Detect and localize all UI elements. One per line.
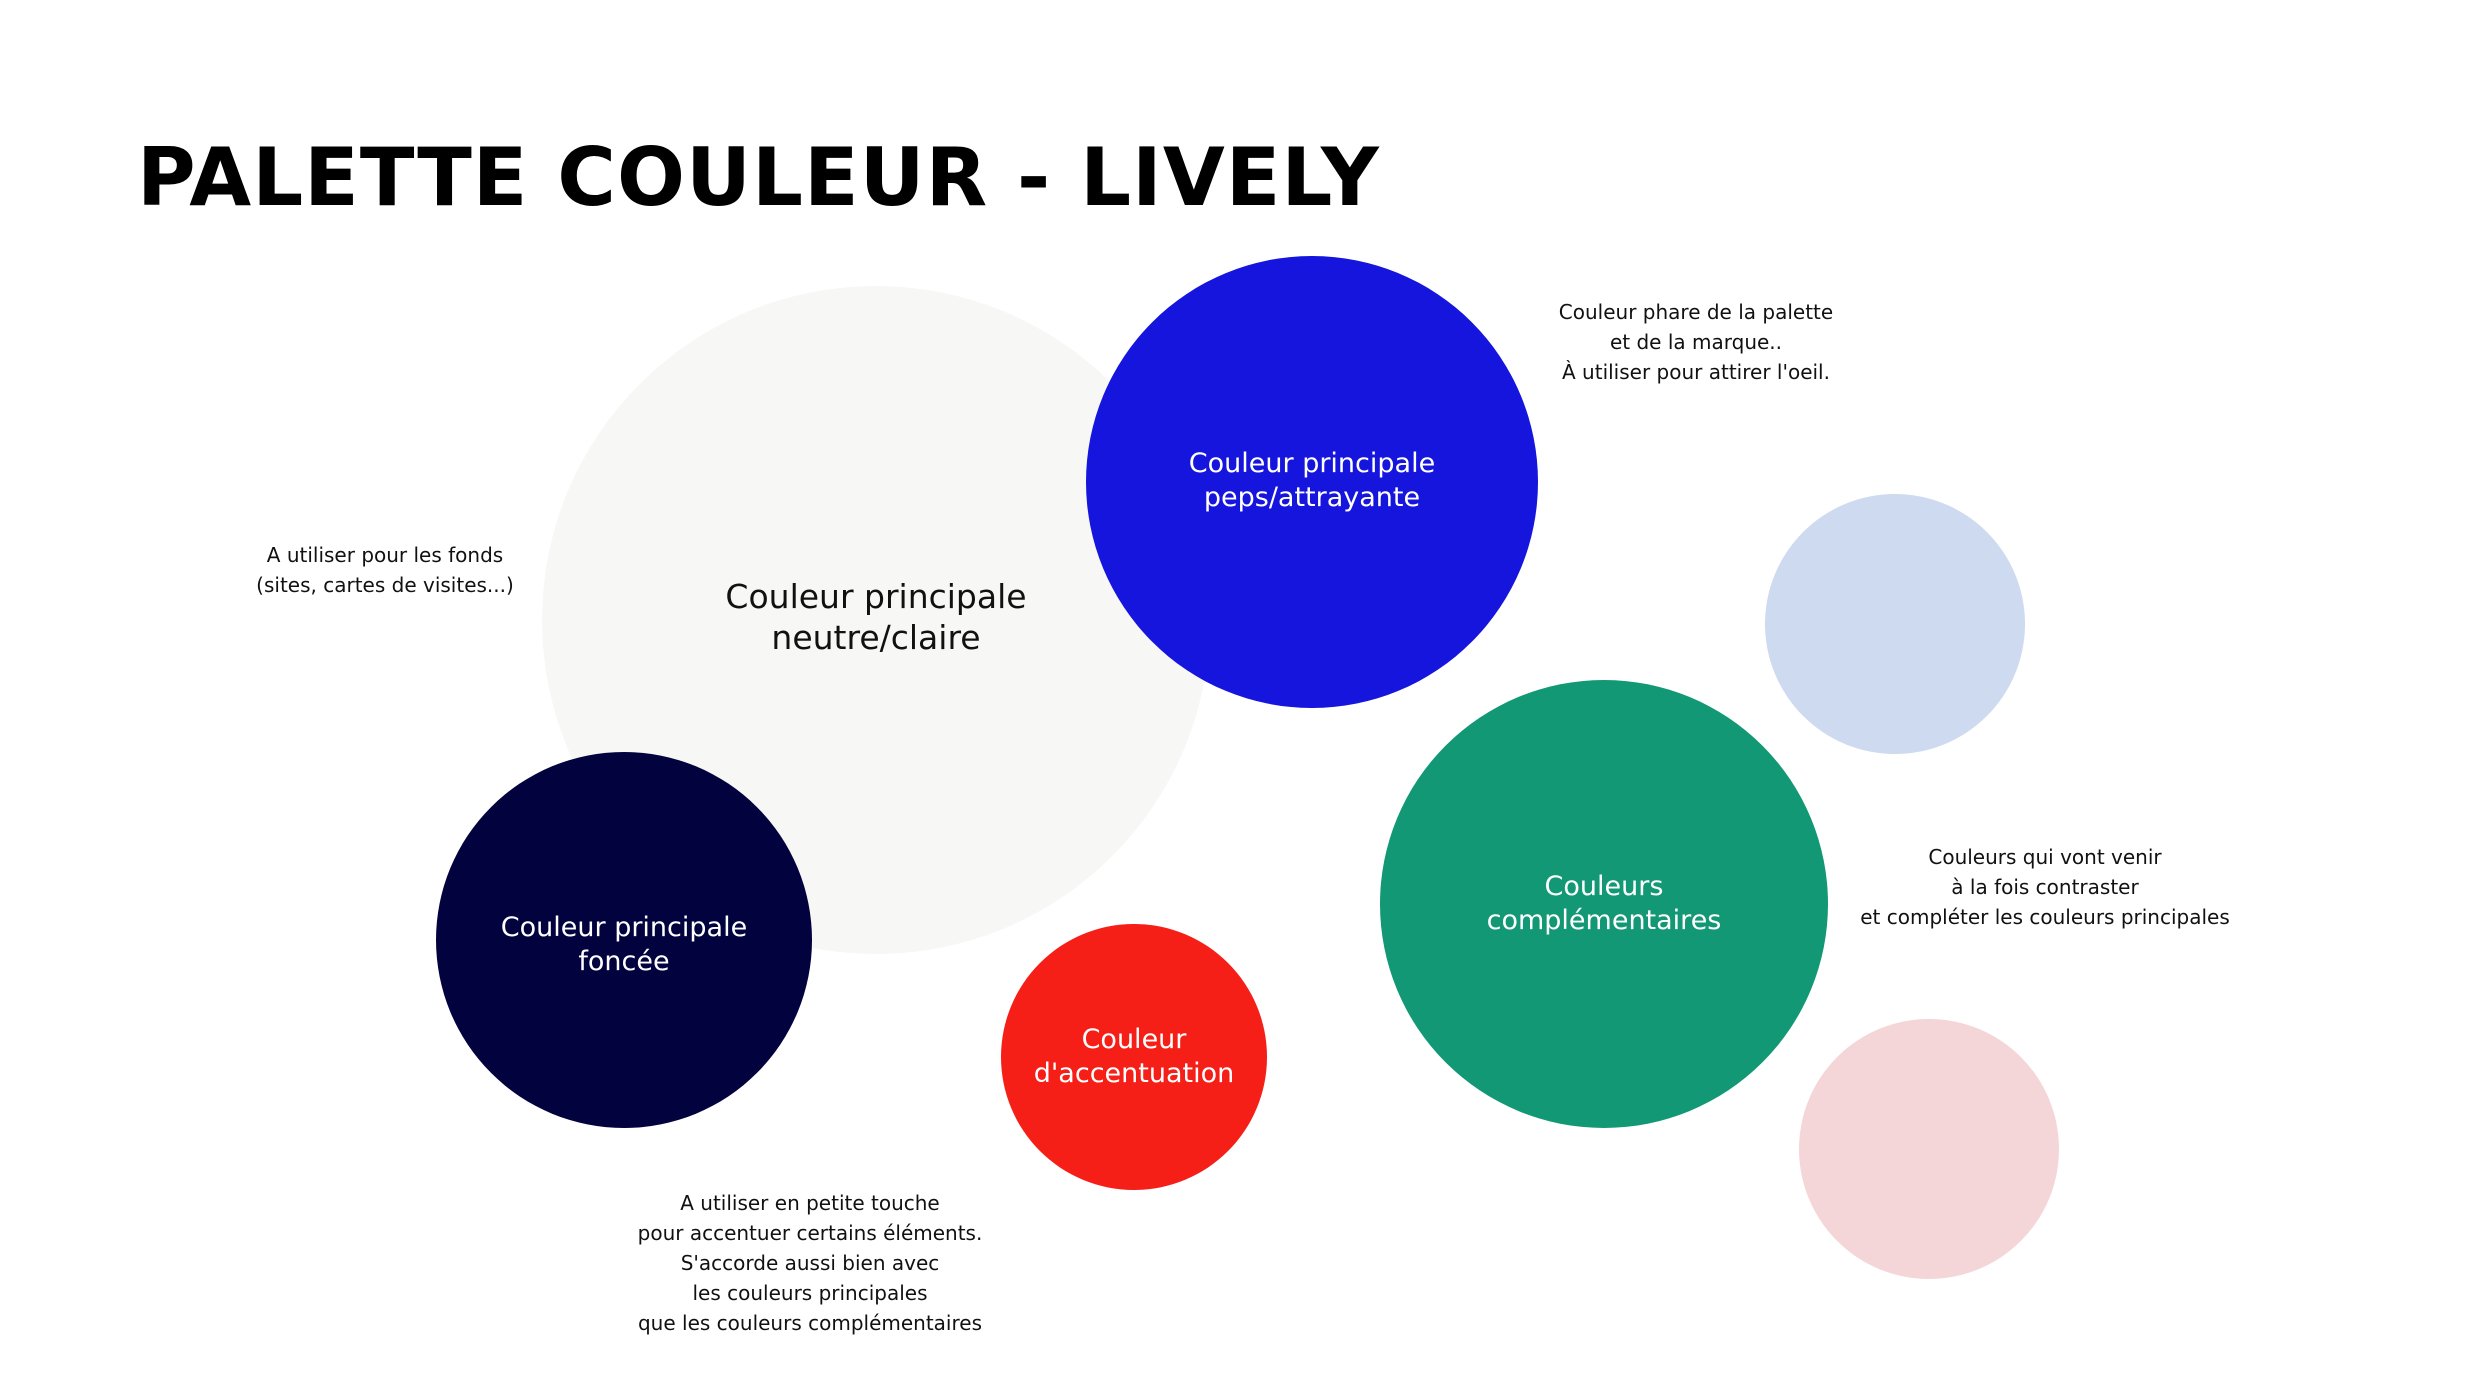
neutral-color-note: A utiliser pour les fonds (sites, cartes…	[256, 543, 514, 597]
complementary-color-note: Couleurs qui vont venir à la fois contra…	[1860, 845, 2230, 929]
neutral-color-label: Couleur principale neutre/claire	[725, 576, 1027, 657]
page-title: PALETTE COULEUR - LIVELY	[137, 131, 1380, 224]
light-pink-color-circle	[1799, 1019, 2059, 1279]
complementary-color-label: Couleurs complémentaires	[1486, 871, 1722, 936]
dark-color-circle: Couleur principale foncée	[436, 752, 812, 1128]
bright-color-label: Couleur principale peps/attrayante	[1188, 448, 1436, 513]
bright-color-note: Couleur phare de la palette et de la mar…	[1558, 300, 1834, 384]
complementary-color-circle: Couleurs complémentaires	[1380, 680, 1828, 1128]
accent-color-note: A utiliser en petite touche pour accentu…	[637, 1191, 983, 1335]
light-blue-color-circle	[1765, 494, 2025, 754]
bright-color-circle: Couleur principale peps/attrayante	[1086, 256, 1538, 708]
dark-color-label: Couleur principale foncée	[500, 912, 748, 977]
accent-color-circle: Couleur d'accentuation	[1001, 924, 1267, 1190]
accent-color-label: Couleur d'accentuation	[1033, 1024, 1235, 1089]
